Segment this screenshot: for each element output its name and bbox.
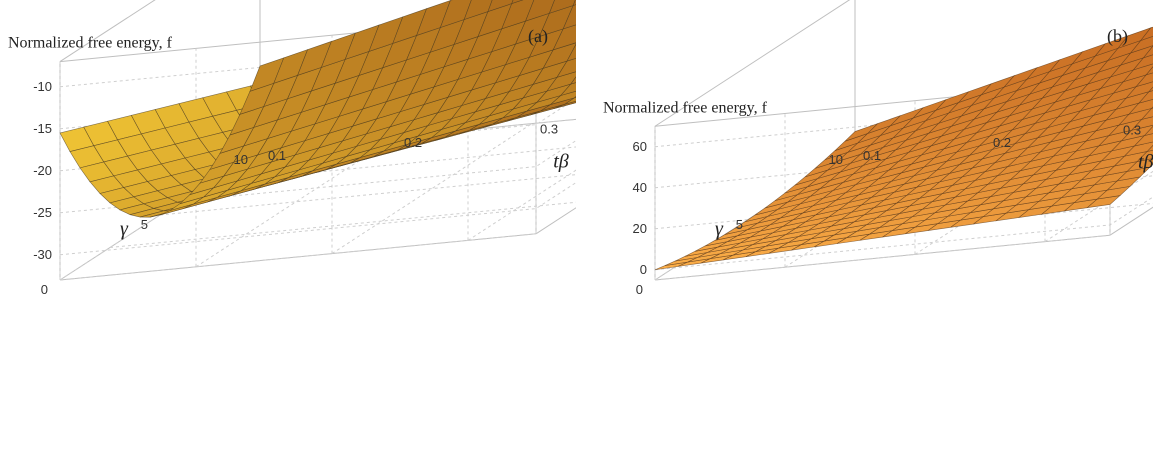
box-edge xyxy=(1109,206,1153,236)
y-tick-label: 0.3 xyxy=(540,122,558,137)
surface-cell xyxy=(548,0,576,14)
surface-cell xyxy=(572,0,576,6)
surface-cell xyxy=(542,42,576,69)
surface-cell xyxy=(566,43,576,62)
surface-cell xyxy=(1125,81,1153,99)
surface-cell xyxy=(1126,158,1153,172)
z-tick-label: -30 xyxy=(33,247,52,262)
x-tick-label: 5 xyxy=(141,217,148,232)
surface-cell xyxy=(554,100,576,109)
y-tick-label: 0.1 xyxy=(863,148,881,163)
surface-cell xyxy=(559,82,576,97)
box-edge xyxy=(535,207,576,235)
surface-cell xyxy=(1128,99,1153,115)
surface-cell xyxy=(564,97,576,105)
y-tick-label: 0.2 xyxy=(993,135,1011,150)
surface-cell xyxy=(556,58,576,78)
surface-cell xyxy=(1133,133,1153,147)
grid-line xyxy=(159,174,576,216)
z-tick-label: -25 xyxy=(33,205,52,220)
box-edge xyxy=(59,0,156,63)
y-tick-label: 0.2 xyxy=(404,135,422,150)
box-edge xyxy=(59,233,537,281)
z-tick-label: -15 xyxy=(33,121,52,136)
x-axis-label: γ xyxy=(715,218,724,240)
surface-cell xyxy=(463,0,493,21)
surface-cell xyxy=(1138,90,1153,104)
surface-cell xyxy=(1129,36,1153,54)
surface-cell xyxy=(550,90,576,105)
z-axis-label: Normalized free energy, f xyxy=(603,99,768,116)
surface-cell xyxy=(525,0,555,22)
x-tick-label: 0 xyxy=(636,282,643,297)
x-tick-label: 0 xyxy=(41,282,48,297)
surface-cell xyxy=(1140,107,1153,120)
surface-cell xyxy=(1146,145,1153,152)
surface-cell xyxy=(1122,63,1153,83)
surface-cell xyxy=(562,4,576,30)
z-tick-label: -20 xyxy=(33,163,52,178)
panel-a: -10-15-20-25-3005100.10.20.30.4γtβNormal… xyxy=(0,0,576,475)
surface-cell xyxy=(439,0,472,28)
z-tick-label: -10 xyxy=(33,79,52,94)
y-axis-label: tβ xyxy=(553,151,569,173)
surface xyxy=(654,26,1153,271)
surface-cell xyxy=(501,0,535,30)
surface-cell xyxy=(570,76,576,85)
surface-cell xyxy=(546,71,576,92)
z-tick-label: 0 xyxy=(640,262,647,277)
panel-label: (b) xyxy=(1107,26,1128,47)
x-tick-label: 5 xyxy=(736,217,743,232)
surface-cell xyxy=(1135,72,1153,88)
x-axis-label: γ xyxy=(120,218,129,240)
surface-cell xyxy=(574,96,576,99)
surface-cell xyxy=(552,24,576,51)
z-axis-label: Normalized free energy, f xyxy=(8,35,173,52)
y-axis-label: tβ xyxy=(1138,151,1153,173)
x-tick-label: 10 xyxy=(829,152,843,167)
surface-cell xyxy=(1142,45,1153,59)
surface-cell xyxy=(487,0,514,13)
grid-line xyxy=(654,196,1153,271)
y-tick-label: 0.1 xyxy=(268,148,286,163)
surface-chart-a: -10-15-20-25-3005100.10.20.30.4γtβNormal… xyxy=(8,0,576,297)
surface-cell xyxy=(1132,54,1153,71)
surface-cell xyxy=(1136,149,1153,163)
surface-cell xyxy=(1148,86,1153,93)
x-tick-label: 10 xyxy=(234,152,248,167)
surface-cell xyxy=(1139,26,1153,42)
surface xyxy=(59,0,576,218)
grid-line xyxy=(654,234,1111,281)
z-tick-label: 60 xyxy=(633,139,647,154)
surface-cell xyxy=(1119,45,1153,66)
surface-cell xyxy=(1120,124,1153,142)
box-edge xyxy=(654,0,851,127)
panel-label: (a) xyxy=(528,26,548,47)
surface-cell xyxy=(511,0,524,5)
grid-line xyxy=(59,233,537,281)
surface-cell xyxy=(1143,125,1153,137)
surface-cell xyxy=(1130,116,1153,131)
surface-cell xyxy=(1123,141,1153,157)
y-tick-label: 0.3 xyxy=(1123,122,1141,137)
grid-line xyxy=(331,123,533,255)
z-tick-label: 40 xyxy=(633,180,647,195)
grid-line xyxy=(109,201,576,248)
z-tick-label: 20 xyxy=(633,221,647,236)
